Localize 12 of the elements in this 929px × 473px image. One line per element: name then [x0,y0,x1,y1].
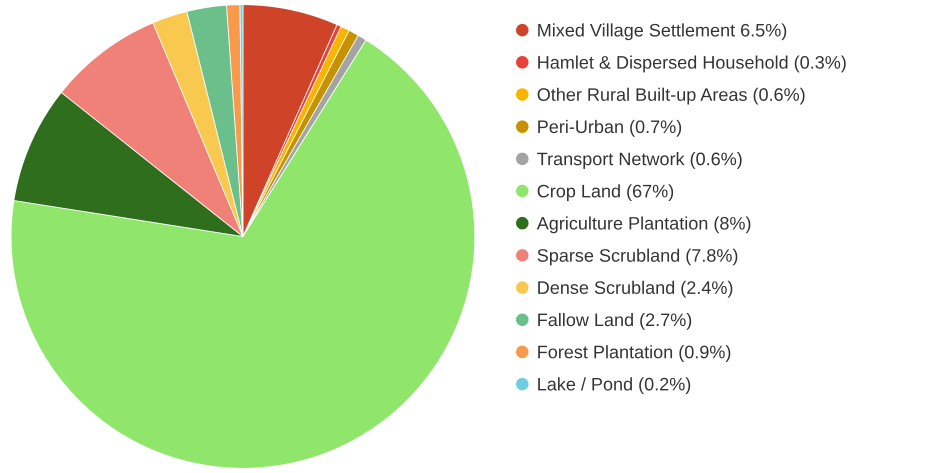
legend-label: Fallow Land (2.7%) [538,312,692,330]
legend-label: Hamlet & Dispersed Household (0.3%) [538,56,846,72]
legend-label: Peri-Urban (0.7%) [538,120,682,137]
legend-label: Dense Scrubland (2.4%) [538,280,732,298]
legend-label: Crop Land (67%) [538,184,674,202]
legend-label: Forest Plantation (0.9%) [538,345,730,362]
legend-label: Agriculture Plantation (8%) [536,216,750,234]
legend-label: Mixed Village Settlement 6.5%) [538,23,786,40]
legend-label: Transport Network (0.6%) [537,152,742,169]
legend-label: Other Rural Built-up Areas (0.6%) [538,88,805,105]
legend-label: Sparse Scrubland (7.8%) [538,248,738,266]
legend-label: Lake / Pond (0.2%) [538,377,690,394]
